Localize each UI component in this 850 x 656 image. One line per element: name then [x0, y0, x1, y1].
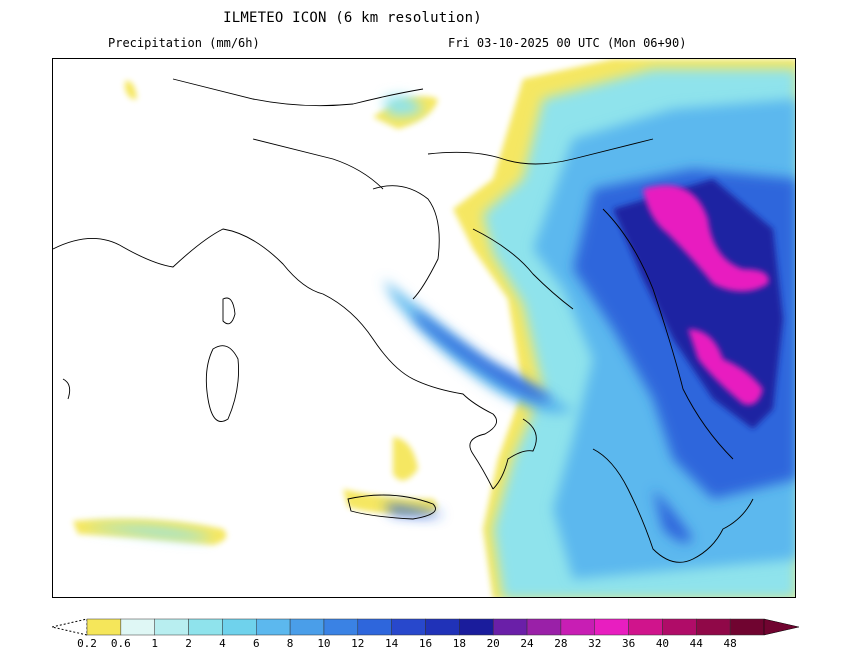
scale-tick-6: 8 [286, 637, 294, 650]
scale-tick-3: 2 [185, 637, 192, 650]
scale-tick-4: 4 [219, 637, 226, 650]
scale-tick-15: 32 [588, 637, 602, 650]
scale-swatch-11 [459, 618, 494, 636]
scale-swatch-17 [662, 618, 697, 636]
scale-swatch-3 [188, 618, 223, 636]
scale-swatch-16 [628, 618, 663, 636]
color-scale [52, 618, 800, 636]
scale-tick-11: 18 [452, 637, 466, 650]
scale-tick-5: 6 [252, 637, 260, 650]
scale-swatch-15 [594, 618, 629, 636]
scale-lower-arrow [52, 618, 88, 636]
scale-swatch-5 [256, 618, 291, 636]
variable-label: Precipitation (mm/6h) [108, 36, 260, 50]
color-scale-ticks: 0.2 0.6 1 2 4 6 8 10 12 14 16 18 20 24 28 32 36 40 44 48 [0, 637, 850, 653]
scale-upper-arrow [763, 618, 800, 636]
color-scale-bar [52, 618, 802, 636]
scale-tick-16: 36 [621, 637, 636, 650]
map-title: ILMETEO ICON (6 km resolution) [223, 10, 482, 26]
scale-swatch-1 [120, 618, 155, 636]
scale-tick-19: 48 [723, 637, 737, 650]
scale-tick-12: 20 [486, 637, 500, 650]
scale-tick-1: 0.6 [110, 637, 131, 650]
scale-swatch-13 [526, 618, 562, 636]
scale-tick-18: 44 [689, 637, 703, 650]
scale-swatch-14 [560, 618, 595, 636]
scale-tick-8: 12 [351, 637, 365, 650]
scale-swatch-8 [357, 618, 392, 636]
scale-tick-17: 40 [655, 637, 670, 650]
precipitation-map [52, 58, 796, 598]
scale-swatch-19 [729, 618, 765, 636]
scale-swatch-18 [696, 618, 731, 636]
precipitation-field [53, 59, 795, 597]
scale-tick-2: 1 [151, 637, 158, 650]
scale-tick-14: 28 [554, 637, 568, 650]
scale-swatch-12 [492, 618, 528, 636]
scale-swatch-10 [425, 618, 460, 636]
scale-tick-10: 16 [418, 637, 433, 650]
scale-swatch-9 [391, 618, 426, 636]
valid-time-label: Fri 03-10-2025 00 UTC (Mon 06+90) [448, 36, 687, 50]
scale-tick-9: 14 [385, 637, 399, 650]
scale-tick-13: 24 [520, 637, 534, 650]
scale-swatch-2 [154, 618, 189, 636]
scale-swatch-6 [289, 618, 325, 636]
scale-swatch-0 [86, 618, 122, 636]
scale-swatch-4 [222, 618, 257, 636]
scale-tick-0: 0.2 [77, 637, 97, 650]
scale-swatch-7 [323, 618, 359, 636]
scale-tick-7: 10 [317, 637, 331, 650]
